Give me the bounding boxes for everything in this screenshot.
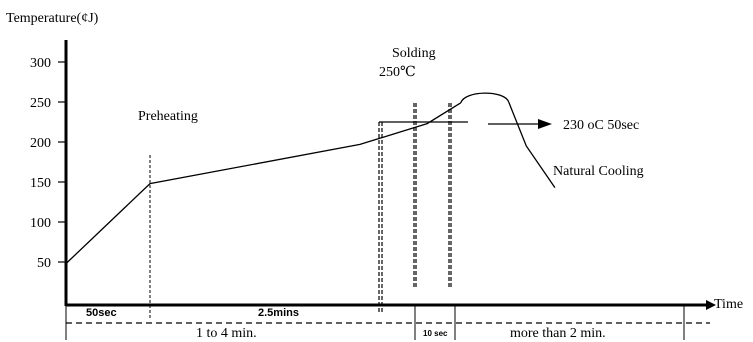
annotation-preheating: Preheating (138, 109, 198, 124)
peak-arc (460, 92, 510, 104)
phase-label-1-to-4-min: 1 to 4 min. (196, 326, 257, 341)
y-axis-label: Temperature(¢J) (6, 11, 99, 26)
temperature-profile-line (65, 101, 556, 265)
annotation-peak: 250℃ (379, 65, 416, 80)
y-tick-label-300: 300 (30, 56, 51, 71)
annotation-hold: 230 oC 50sec (563, 118, 639, 133)
x-axis-label: Time (714, 297, 743, 312)
x-axis-arrow-icon (706, 300, 716, 310)
hold-arrow-icon (538, 119, 552, 129)
y-ticks: 300 250 200 150 100 50 (30, 56, 66, 271)
y-tick-label-150: 150 (30, 176, 51, 191)
phase-label-50sec: 50sec (86, 307, 117, 319)
annotation-cooling: Natural Cooling (553, 164, 644, 179)
y-tick-label-100: 100 (30, 216, 51, 231)
y-tick-label-50: 50 (37, 256, 51, 271)
y-tick-label-200: 200 (30, 136, 51, 151)
annotation-solding: Solding (392, 46, 436, 61)
y-tick-label-250: 250 (30, 96, 51, 111)
phase-label-2-5mins: 2.5mins (258, 307, 299, 319)
phase-label-more-than-2-min: more than 2 min. (510, 326, 606, 341)
phase-label-10-sec: 10 sec (423, 329, 448, 338)
